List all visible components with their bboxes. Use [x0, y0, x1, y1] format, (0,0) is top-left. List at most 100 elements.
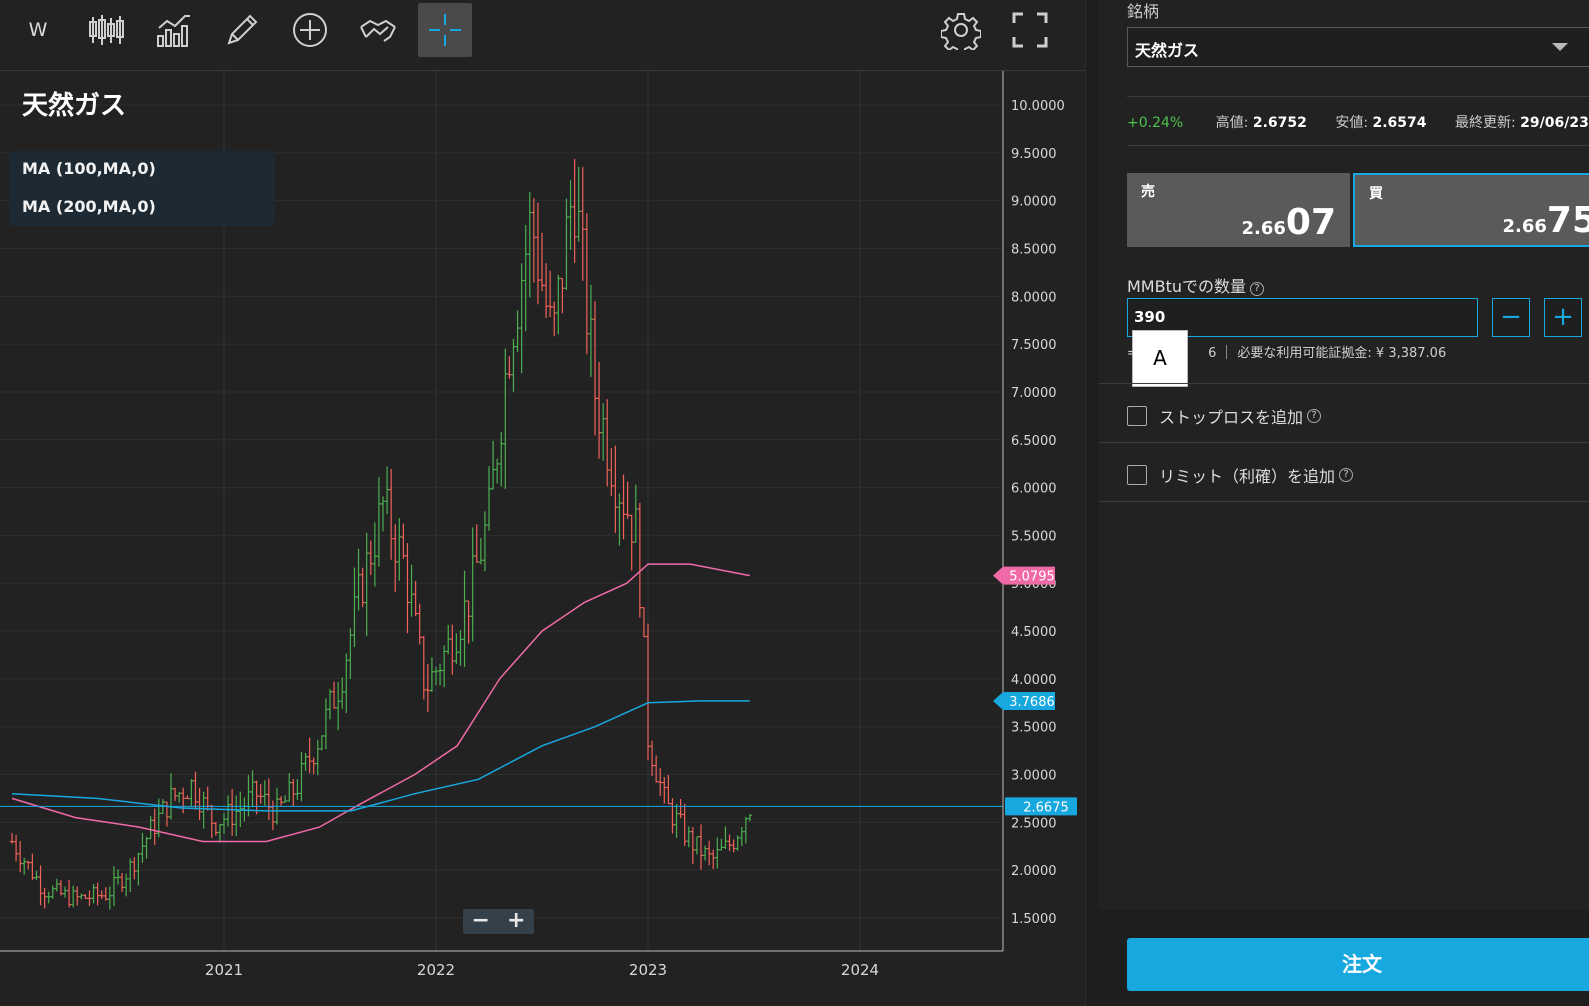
price-chart[interactable]: 10.0000 9.5000 9.0000 8.5000 8.0000 7.5000 7.0… — [0, 70, 1085, 1006]
candle — [46, 891, 51, 904]
panel-divider[interactable] — [1085, 0, 1099, 1006]
help-icon[interactable]: ? — [1250, 282, 1265, 296]
candle — [519, 263, 524, 374]
candle — [226, 795, 231, 827]
candle — [185, 795, 190, 800]
candle — [409, 564, 414, 617]
candle — [10, 832, 14, 844]
interval-button[interactable]: W — [28, 19, 48, 41]
candle — [707, 840, 712, 866]
limit-checkbox[interactable] — [1127, 465, 1147, 485]
chart-canvas[interactable]: 10.0000 9.5000 9.0000 8.5000 8.0000 7.5000 7.0… — [0, 71, 1085, 1006]
candle — [34, 870, 39, 881]
candle — [385, 466, 390, 515]
fullscreen-icon[interactable] — [1003, 3, 1057, 57]
candle — [629, 514, 634, 571]
candle — [315, 739, 320, 776]
plus-circle-icon[interactable] — [283, 3, 337, 57]
limit-option[interactable]: リミット（利確）を追加 ? — [1127, 463, 1354, 487]
order-button[interactable]: 注文 — [1127, 938, 1589, 991]
candle — [470, 527, 475, 642]
chart-axes: 10.0000 9.5000 9.0000 8.5000 8.0000 7.5000 7.0… — [0, 71, 1077, 979]
pencil-icon[interactable] — [215, 3, 269, 57]
y-tick-label: 5.5000 — [1011, 529, 1057, 544]
candle — [417, 603, 422, 645]
candle — [413, 580, 418, 617]
candle — [336, 682, 341, 731]
candlestick-icon[interactable] — [79, 3, 133, 57]
sell-button[interactable]: 売 2.6607 — [1127, 173, 1350, 247]
candle — [454, 633, 459, 665]
divider — [1099, 501, 1589, 502]
quantity-increase-button[interactable]: + — [1544, 298, 1582, 337]
x-tick-label: 2022 — [417, 961, 455, 979]
x-tick-label: 2023 — [629, 961, 667, 979]
candle — [381, 496, 385, 532]
candle — [735, 835, 740, 851]
help-icon[interactable]: ? — [1307, 409, 1322, 423]
candle — [462, 570, 467, 667]
current-price-tag-text: 2.6675 — [1023, 800, 1069, 815]
sell-price: 2.6607 — [1241, 202, 1336, 243]
y-tick-label: 7.5000 — [1011, 338, 1057, 353]
stoploss-checkbox[interactable] — [1127, 406, 1147, 426]
candle — [270, 800, 275, 831]
x-tick-label: 2021 — [205, 961, 243, 979]
current-price-tag: 2.6675 — [1005, 797, 1077, 816]
crosshair-icon[interactable] — [418, 3, 472, 57]
candle — [181, 787, 186, 814]
ime-candidate-popup[interactable]: A — [1132, 330, 1188, 387]
candle — [507, 356, 512, 379]
ma-legend[interactable]: MA (100,MA,0) MA (200,MA,0) — [9, 151, 275, 226]
candle — [372, 522, 377, 587]
candle — [503, 348, 508, 489]
chevron-down-icon — [1552, 43, 1568, 51]
change-percent: +0.24% — [1127, 115, 1184, 131]
candle — [95, 882, 100, 906]
candle — [356, 548, 361, 611]
chart-toolbar: W — [0, 0, 1085, 70]
candle — [193, 771, 198, 810]
candle — [421, 635, 426, 700]
candle — [279, 796, 284, 806]
y-tick-label: 1.5000 — [1011, 912, 1057, 927]
stoploss-option[interactable]: ストップロスを追加 ? — [1127, 404, 1322, 428]
candle — [148, 816, 153, 840]
candle — [299, 751, 304, 802]
quantity-decrease-button[interactable]: − — [1492, 298, 1530, 337]
y-tick-label: 8.0000 — [1011, 290, 1057, 305]
help-icon[interactable]: ? — [1339, 468, 1354, 482]
candle — [303, 752, 308, 771]
candle — [425, 664, 430, 713]
candle — [572, 158, 577, 263]
sell-price-prefix: 2.66 — [1241, 218, 1286, 239]
buy-price-prefix: 2.66 — [1502, 216, 1547, 237]
price-stats: +0.24% 高値: 2.6752 安値: 2.6574 最終更新: 29/06… — [1127, 112, 1589, 132]
candle — [438, 663, 443, 686]
separator — [1226, 345, 1228, 359]
candle — [662, 777, 667, 804]
sell-price-pips: 07 — [1285, 202, 1336, 243]
candle — [283, 795, 288, 803]
ma-100-legend[interactable]: MA (100,MA,0) — [22, 159, 156, 178]
zoom-in-button[interactable]: + — [507, 908, 526, 933]
symbol-select[interactable]: 天然ガス — [1127, 27, 1589, 67]
gear-icon[interactable] — [934, 3, 988, 57]
candle — [429, 657, 434, 692]
candle — [703, 845, 708, 861]
candle — [564, 198, 569, 290]
candles — [10, 158, 752, 910]
candle — [568, 180, 573, 250]
moving-averages — [0, 563, 1003, 843]
handshake-icon[interactable] — [351, 3, 405, 57]
ma-200-legend[interactable]: MA (200,MA,0) — [22, 197, 156, 216]
buy-button[interactable]: 買 2.6675 — [1353, 173, 1589, 247]
bar-chart-icon[interactable] — [147, 3, 201, 57]
y-tick-label: 6.5000 — [1011, 434, 1057, 449]
quantity-label: MMBtuでの数量? — [1127, 273, 1265, 297]
zoom-out-button[interactable]: − — [471, 908, 490, 933]
candle — [87, 890, 92, 906]
candle — [601, 403, 606, 461]
candle — [332, 681, 337, 709]
candle — [132, 856, 137, 880]
